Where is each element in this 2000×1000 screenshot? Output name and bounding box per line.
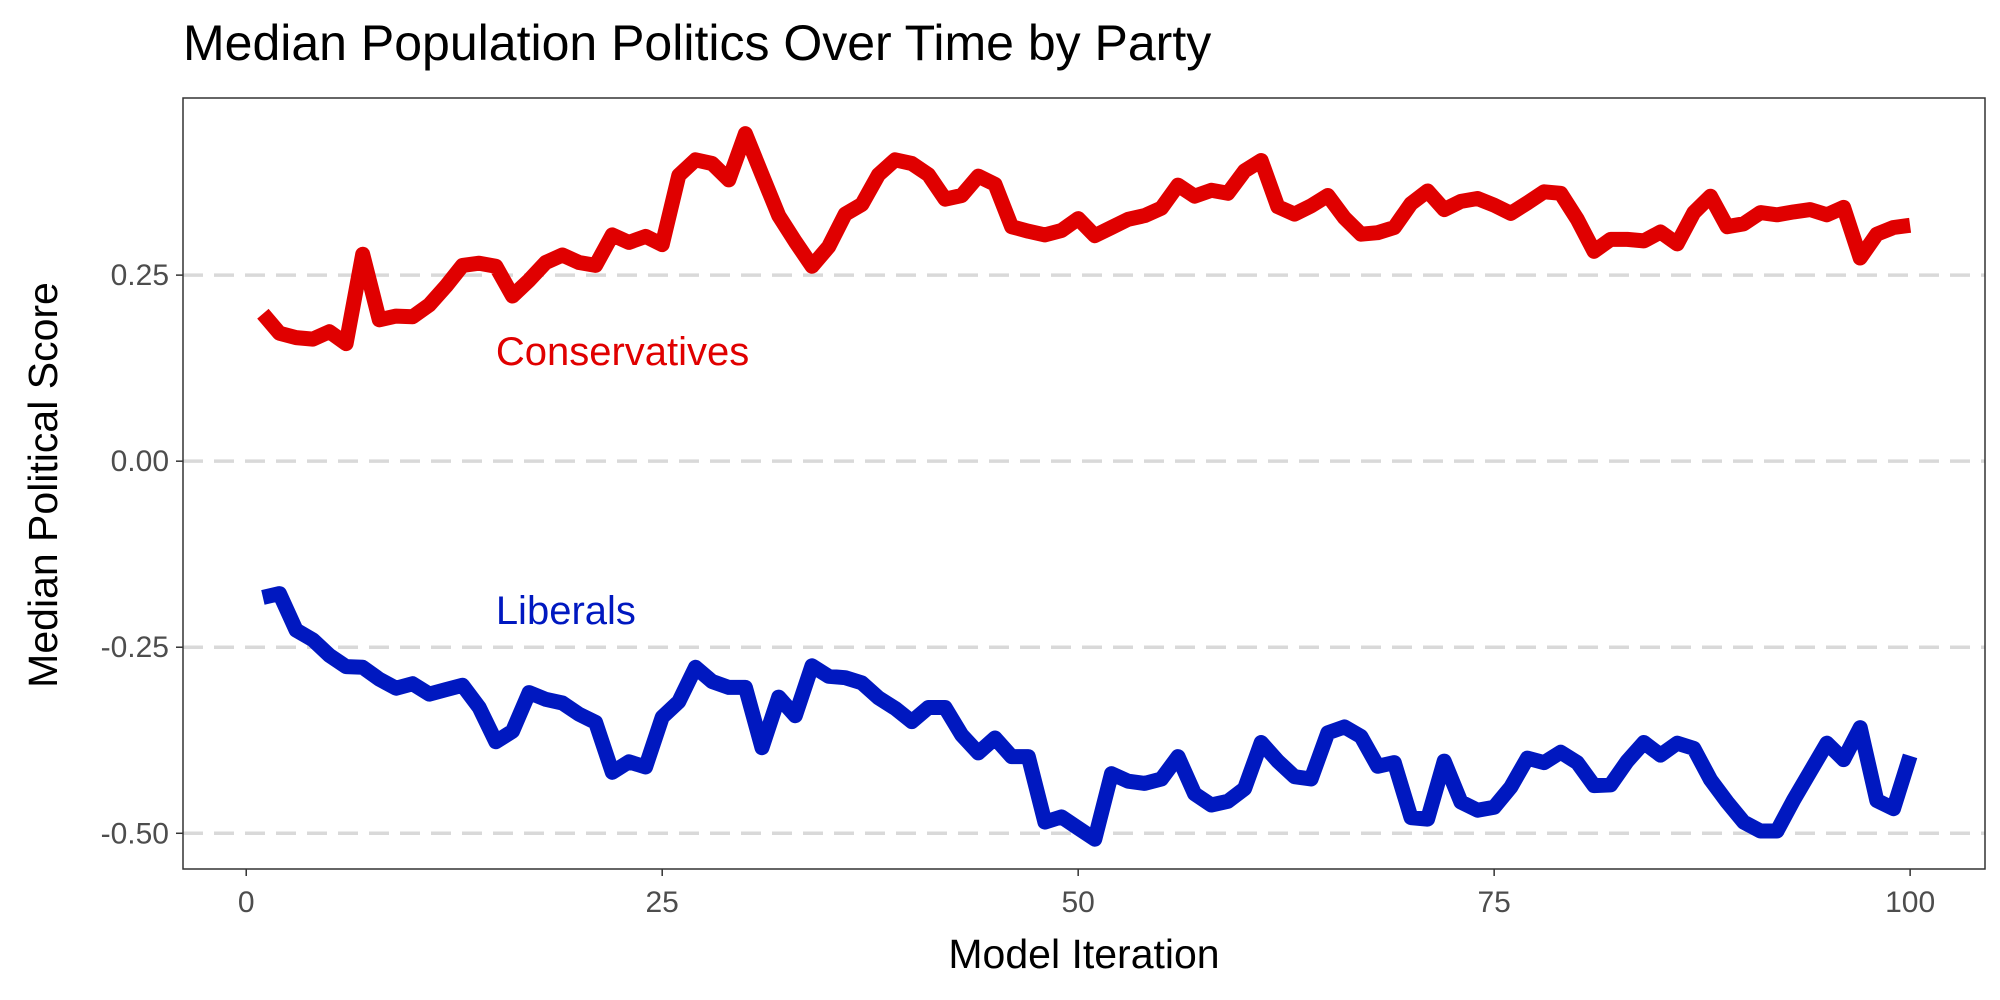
y-axis-title: Median Political Score	[20, 282, 66, 688]
x-axis: 0 25 50 75 100	[238, 869, 1935, 919]
y-tick-label: 0.00	[111, 445, 169, 478]
x-tick-label: 100	[1885, 886, 1935, 919]
y-tick-label: -0.25	[101, 631, 169, 664]
x-tick-label: 0	[238, 886, 255, 919]
y-tick-label: -0.50	[101, 817, 169, 850]
x-tick-label: 75	[1477, 886, 1510, 919]
y-axis: 0.25 0.00 -0.25 -0.50	[101, 259, 183, 850]
conservatives-series-line	[257, 126, 1912, 352]
plot-panel-border	[182, 97, 1986, 870]
liberals-series-line	[261, 586, 1918, 847]
series-layer	[257, 126, 1918, 847]
x-axis-title: Model Iteration	[948, 931, 1219, 977]
chart-title: Median Population Politics Over Time by …	[183, 15, 1211, 71]
liberals-label: Liberals	[496, 589, 636, 633]
annotation-layer: Conservatives Liberals	[496, 330, 749, 633]
conservatives-label: Conservatives	[496, 330, 749, 374]
x-tick-label: 25	[646, 886, 679, 919]
x-tick-label: 50	[1061, 886, 1094, 919]
y-tick-label: 0.25	[111, 259, 169, 292]
